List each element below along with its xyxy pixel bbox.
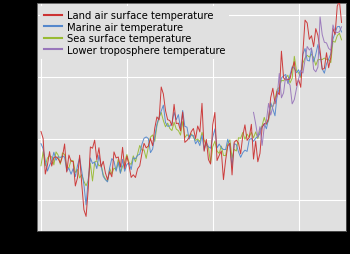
Legend: Land air surface temperature, Marine air temperature, Sea surface temperature, L: Land air surface temperature, Marine air…: [40, 7, 229, 59]
